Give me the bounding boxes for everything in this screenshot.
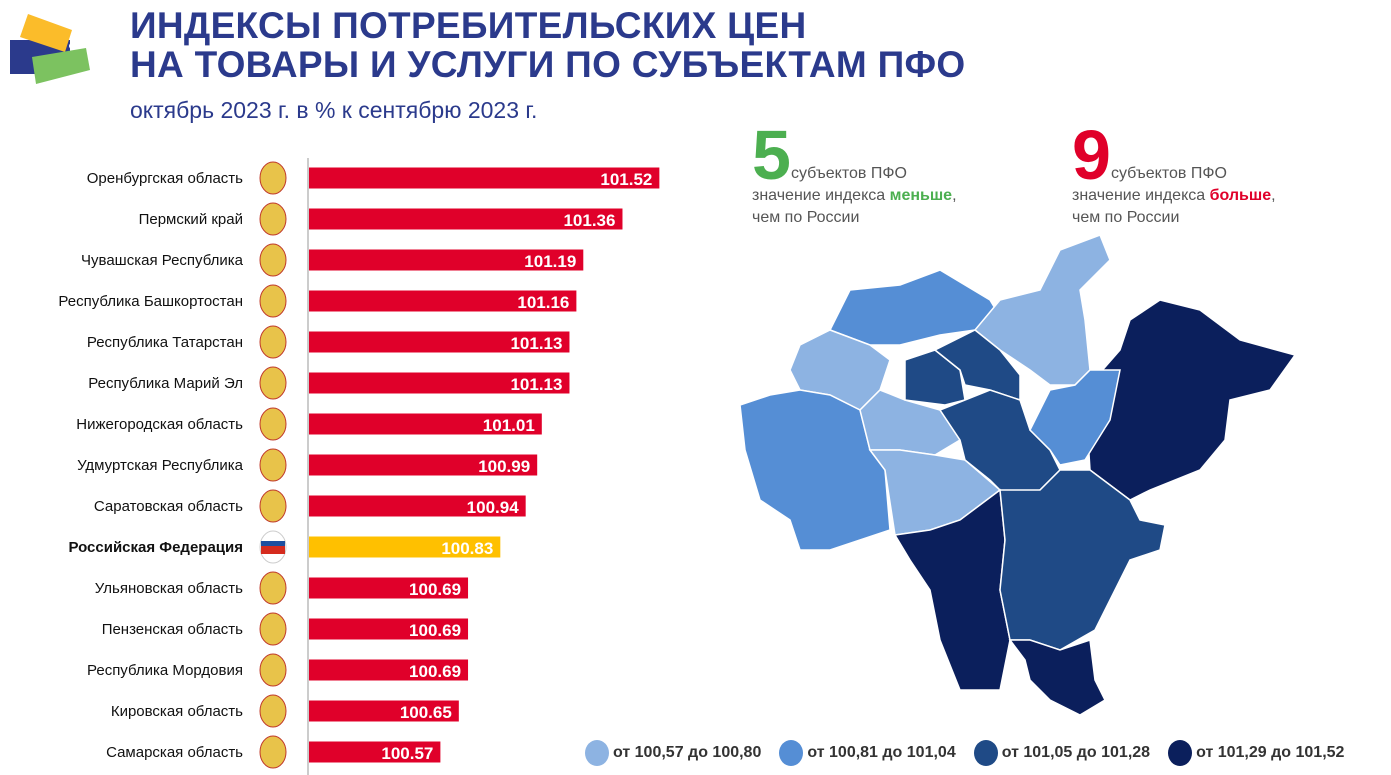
map-region: [1084, 299, 1297, 501]
bar: [309, 167, 660, 189]
coat-of-arms-icon: [259, 448, 287, 482]
coat-of-arms-icon: [259, 325, 287, 359]
coat-of-arms-icon: [259, 653, 287, 687]
map-region: [1029, 369, 1121, 466]
coat-of-arms-icon: [259, 407, 287, 441]
cpi-bar-chart: Оренбургская область 101.52 Пермский край 1…: [58, 158, 660, 775]
map-legend: от 100,57 до 100,80 от 100,81 до 101,04 …: [585, 740, 1344, 766]
flag-stripe: [261, 541, 285, 546]
coat-of-arms-icon: [259, 571, 287, 605]
legend-swatch: [973, 740, 998, 766]
bar: [309, 577, 469, 599]
coat-of-arms-icon: [259, 735, 287, 769]
map-region: [739, 389, 891, 551]
coat-of-arms-icon: [259, 284, 287, 318]
coat-of-arms-icon: [259, 366, 287, 400]
category-label: Оренбургская область: [87, 170, 243, 187]
bar-value-label: 101.19: [524, 252, 576, 271]
bar: [309, 536, 501, 558]
category-label: Республика Башкортостан: [58, 293, 243, 310]
category-label: Российская Федерация: [68, 539, 243, 556]
coat-of-arms-icon: [259, 489, 287, 523]
coat-of-arms-icon: [259, 612, 287, 646]
category-label: Кировская область: [111, 703, 243, 720]
category-label: Республика Татарстан: [87, 334, 243, 351]
bar: [309, 249, 584, 271]
map-region: [999, 469, 1166, 651]
map-region: [973, 234, 1111, 386]
legend-swatch: [585, 740, 609, 766]
bar-value-label: 101.36: [563, 211, 615, 230]
coat-of-arms-icon: [259, 243, 287, 277]
bar: [309, 741, 441, 763]
bar: [309, 618, 469, 640]
bar: [309, 413, 542, 435]
bar-value-label: 100.83: [441, 539, 493, 558]
coat-of-arms-icon: [259, 202, 287, 236]
bar-value-label: 101.52: [600, 170, 652, 189]
bar-value-label: 100.65: [400, 703, 452, 722]
bar: [309, 659, 469, 681]
category-label: Чувашская Республика: [81, 252, 244, 269]
bar-value-label: 100.57: [381, 744, 433, 763]
bar: [309, 290, 577, 312]
bar: [309, 372, 570, 394]
bar-value-label: 101.16: [517, 293, 569, 312]
category-label: Ульяновская область: [95, 580, 243, 597]
bar: [309, 331, 570, 353]
page-title: ИНДЕКСЫ ПОТРЕБИТЕЛЬСКИХ ЦЕН НА ТОВАРЫ И У…: [130, 5, 966, 85]
legend-swatch: [1168, 740, 1193, 766]
bar: [309, 495, 526, 517]
category-label: Удмуртская Республика: [77, 457, 244, 474]
stat-less: 5субъектов ПФО значение индекса меньше, …: [752, 116, 957, 226]
bar: [309, 208, 623, 230]
category-label: Саратовская область: [94, 498, 243, 515]
bar-value-label: 101.13: [510, 334, 562, 353]
legend-item: от 100,81 до 101,04: [779, 740, 956, 766]
coat-of-arms-icon: [259, 694, 287, 728]
bar-value-label: 100.69: [409, 580, 461, 599]
bar-value-label: 100.94: [467, 498, 520, 517]
bar: [309, 454, 538, 476]
category-label: Республика Марий Эл: [88, 375, 243, 392]
coat-of-arms-icon: [259, 161, 287, 195]
bar-value-label: 100.69: [409, 621, 461, 640]
legend-item: от 100,57 до 100,80: [585, 740, 761, 766]
map-region: [1008, 638, 1106, 716]
legend-item: от 101,29 до 101,52: [1168, 740, 1344, 766]
category-label: Пензенская область: [102, 621, 243, 638]
stat-more: 9субъектов ПФО значение индекса больше, …: [1072, 116, 1276, 226]
category-label: Республика Мордовия: [87, 662, 243, 679]
price-tags-logo: [10, 14, 90, 84]
page-subtitle: октябрь 2023 г. в % к сентябрю 2023 г.: [130, 97, 538, 123]
bar-value-label: 100.69: [409, 662, 461, 681]
category-label: Пермский край: [139, 211, 243, 228]
legend-swatch: [779, 740, 804, 766]
bar-value-label: 100.99: [478, 457, 530, 476]
bar: [309, 700, 459, 722]
category-label: Нижегородская область: [76, 416, 243, 433]
flag-stripe: [261, 546, 285, 554]
legend-item: от 101,05 до 101,28: [973, 740, 1150, 766]
bar-value-label: 101.01: [483, 416, 535, 435]
category-label: Самарская область: [106, 744, 243, 761]
bar-value-label: 101.13: [510, 375, 562, 394]
